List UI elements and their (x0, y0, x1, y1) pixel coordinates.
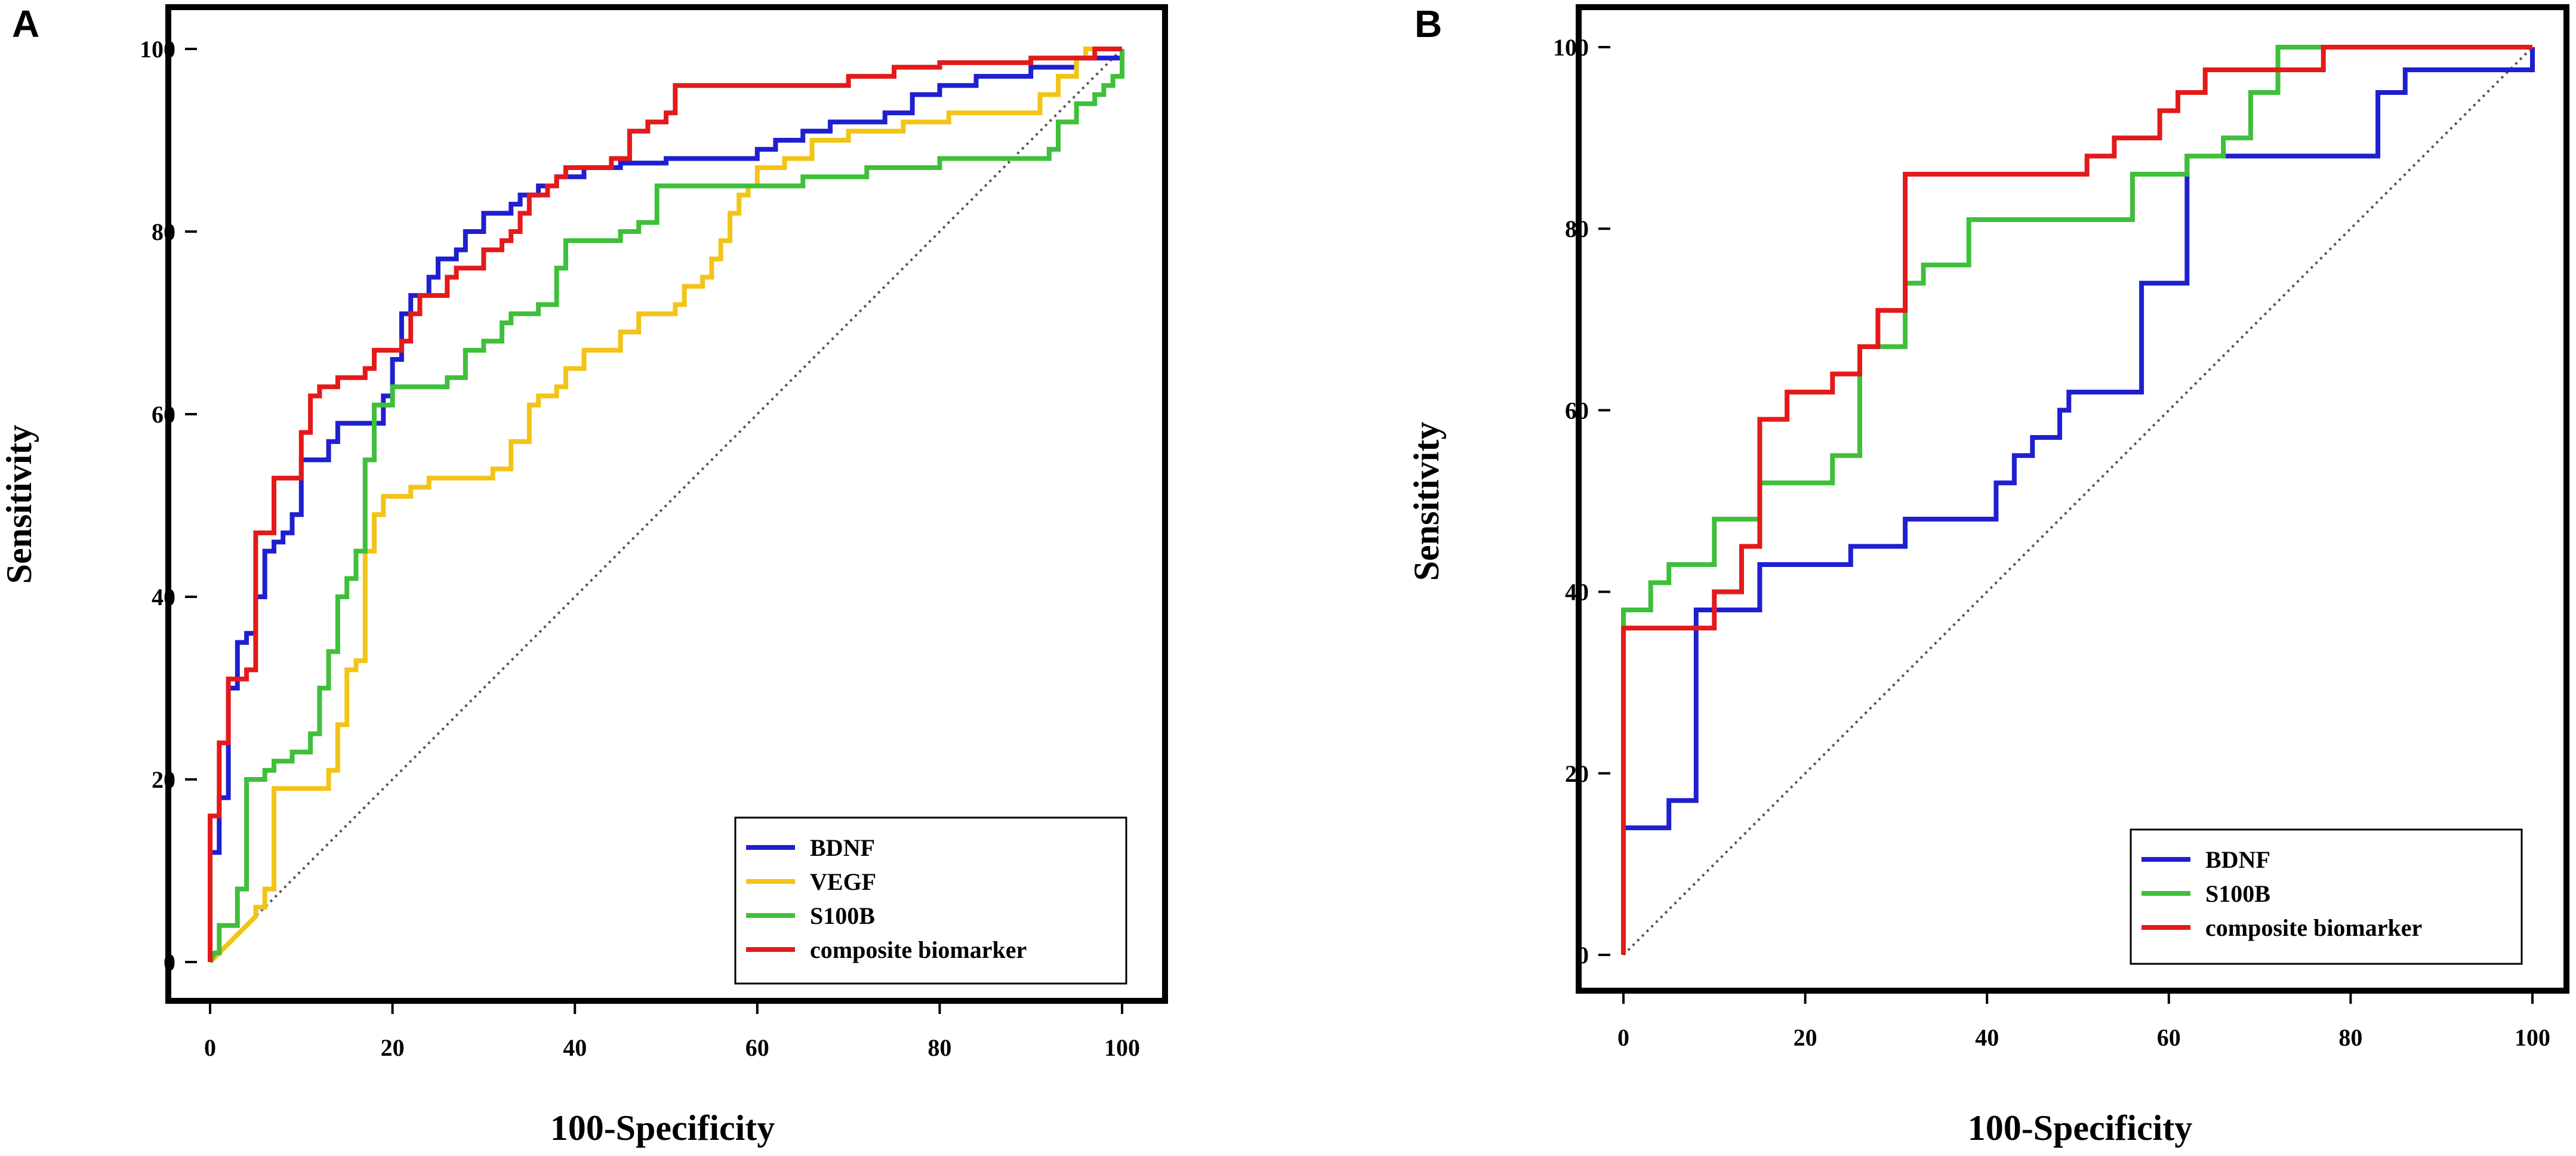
legend-label-s100b: S100B (810, 902, 875, 929)
x-axis-label: 100-Specificity (1968, 1108, 2193, 1148)
y-tick-label: 100 (1553, 34, 1589, 61)
y-tick-label: 40 (152, 584, 175, 611)
x-tick-label: 40 (563, 1034, 587, 1061)
x-tick-label: 80 (2338, 1024, 2362, 1051)
y-axis-label: Sensitivity (1407, 422, 1446, 581)
legend-label-bdnf: BDNF (810, 834, 875, 861)
x-tick-label: 60 (2157, 1024, 2181, 1051)
roc-curve-bdnf (1621, 47, 2535, 955)
y-tick-label: 20 (152, 766, 175, 793)
panel-label: A (12, 2, 39, 45)
reference-diagonal (209, 48, 1123, 963)
legend-label-vegf: VEGF (810, 868, 876, 895)
x-tick-label: 0 (1617, 1024, 1629, 1051)
panel-b: B 0 20 40 60 80 100 0 20 40 60 80 100 Sensitivity 100-… (1407, 2, 2569, 1148)
legend-label-s100b: S100B (2205, 880, 2270, 907)
y-tick-label: 80 (1565, 215, 1589, 242)
x-tick-label: 80 (928, 1034, 951, 1061)
roc-curve-bdnf (208, 49, 1124, 962)
x-axis-label: 100-Specificity (550, 1108, 775, 1148)
legend-box (2130, 828, 2523, 965)
roc-curve-vegf (208, 47, 1122, 964)
x-tick-label: 20 (381, 1034, 405, 1061)
y-tick-label: 80 (152, 218, 175, 245)
panel-label: B (1415, 2, 1442, 45)
y-tick-label: 60 (152, 401, 175, 428)
plot-frame (165, 4, 1168, 1004)
legend-label-bdnf: BDNF (2205, 846, 2270, 873)
x-tick-label: 100 (2515, 1024, 2550, 1051)
legend: BDNF VEGF S100B composite biomarker (734, 816, 1127, 985)
panel-a: A 0 20 40 60 80 100 0 20 40 60 80 100 Sensitivity 100-… (0, 2, 1168, 1148)
y-tick-label: 100 (140, 36, 175, 63)
plot-frame (1576, 4, 2569, 994)
roc-curve-composite-biomarker (1621, 45, 2532, 955)
y-tick-label: 40 (1565, 579, 1589, 606)
x-tick-label: 40 (1975, 1024, 1999, 1051)
y-tick-label: 60 (1565, 397, 1589, 424)
y-tick-label: 0 (1577, 942, 1589, 969)
legend-label-composite-biomarker: composite biomarker (2205, 914, 2422, 941)
roc-curve-s100b (208, 49, 1124, 963)
legend: BDNF S100B composite biomarker (2130, 828, 2523, 965)
y-tick-label: 0 (164, 949, 175, 976)
y-tick-label: 20 (1565, 760, 1589, 787)
legend-box (734, 816, 1127, 985)
x-tick-label: 100 (1104, 1034, 1140, 1061)
y-axis-label: Sensitivity (0, 425, 39, 584)
x-tick-label: 60 (745, 1034, 769, 1061)
x-tick-label: 0 (204, 1034, 216, 1061)
x-tick-label: 20 (1794, 1024, 1817, 1051)
roc-curve-composite-biomarker (208, 47, 1122, 962)
legend-label-composite-biomarker: composite biomarker (810, 936, 1027, 963)
reference-diagonal (1622, 46, 2534, 956)
